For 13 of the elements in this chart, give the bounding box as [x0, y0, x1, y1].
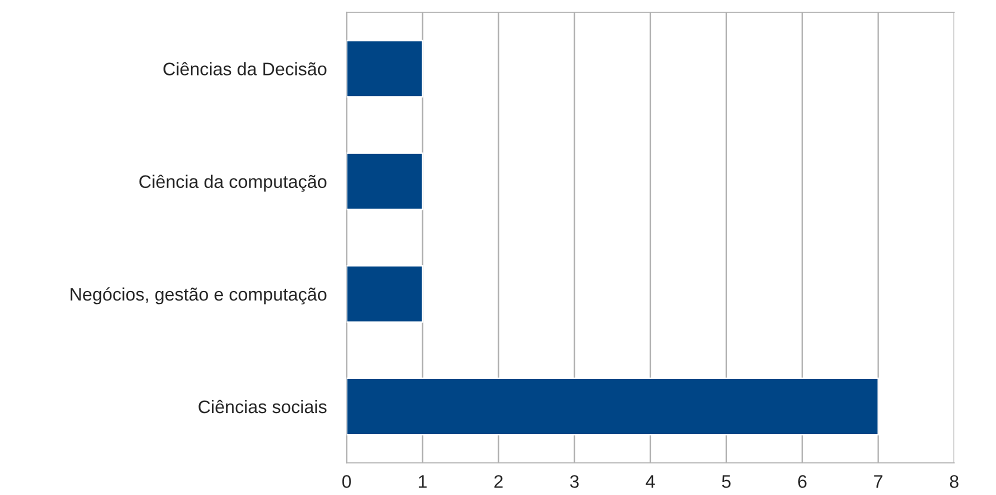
- y-tick-label: Ciência da computação: [139, 174, 326, 192]
- y-tick-label: Ciências da Decisão: [164, 62, 326, 76]
- x-tick-label: 6: [798, 475, 807, 488]
- x-tick-label: 2: [494, 475, 503, 488]
- x-tick-label: 5: [722, 475, 731, 488]
- x-tick-label: 4: [646, 475, 655, 488]
- x-tick-label: 3: [570, 475, 579, 488]
- x-tick-label: 7: [874, 475, 882, 488]
- y-tick-label: Ciências sociais: [198, 400, 327, 414]
- x-tick-label: 8: [950, 475, 958, 488]
- x-tick-label: 1: [418, 475, 427, 488]
- y-tick-label: Negócios, gestão e computação: [70, 287, 326, 304]
- x-tick-label: 0: [342, 475, 351, 488]
